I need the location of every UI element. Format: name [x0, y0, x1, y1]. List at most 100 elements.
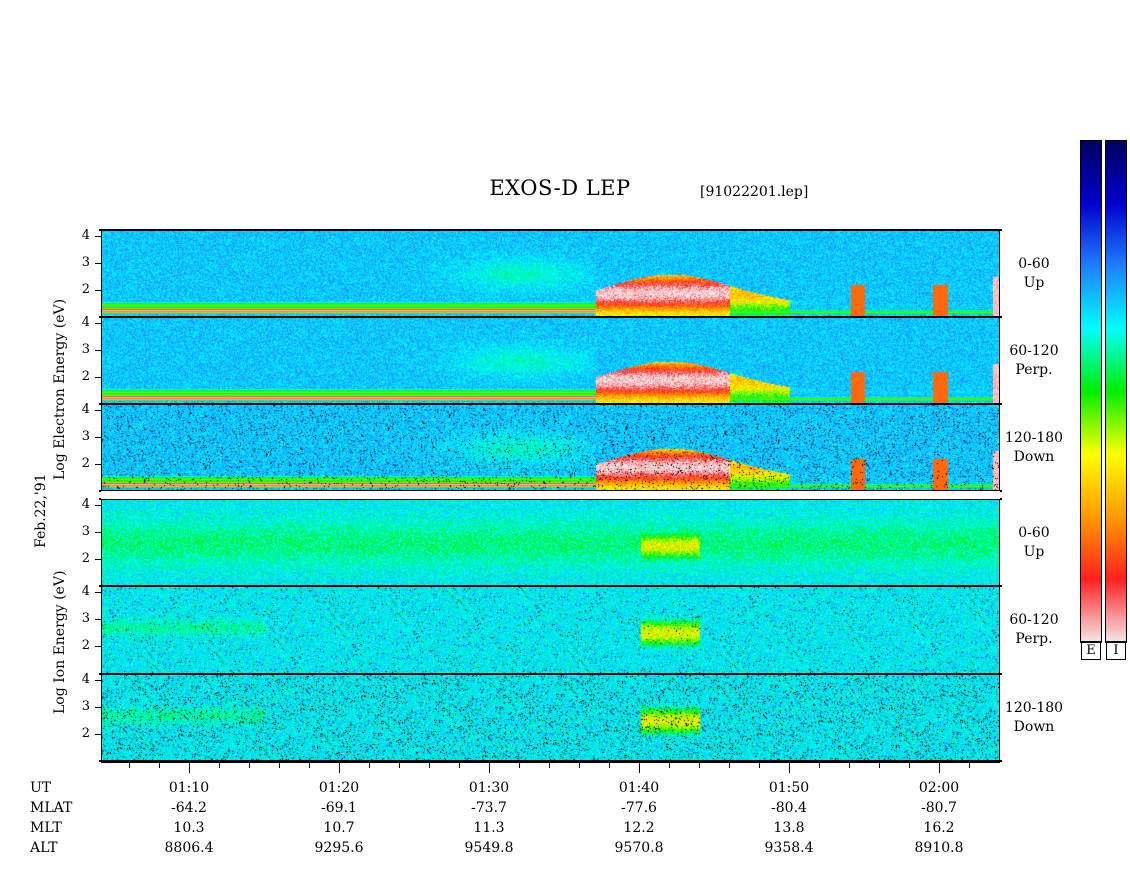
x-minor-tick — [219, 763, 220, 768]
spectrogram-image — [102, 318, 999, 404]
spectrogram-image — [102, 675, 999, 761]
y-tick-mark — [95, 619, 101, 621]
pitch-direction: Down — [1013, 449, 1055, 465]
pitch-angle-label: 0-60 Up — [1004, 524, 1064, 562]
spectrogram-panel — [101, 587, 1000, 673]
x-axis-mlat-value: -69.1 — [321, 800, 357, 816]
spectrogram-panel — [101, 405, 1000, 491]
x-axis-ut-value: 01:30 — [468, 780, 510, 796]
x-minor-tick — [159, 763, 160, 768]
pitch-range: 0-60 — [1018, 256, 1050, 272]
pitch-direction: Perp. — [1015, 631, 1053, 647]
panel-border — [99, 403, 1002, 405]
y-tick-mark — [95, 410, 101, 412]
y-tick-mark — [95, 592, 101, 594]
y-tick-label: 3 — [81, 342, 90, 358]
date-label: Feb.22,'91 — [33, 473, 49, 548]
x-minor-tick — [669, 763, 670, 768]
pitch-angle-label: 120-180 Down — [1004, 429, 1064, 467]
y-tick-mark — [95, 559, 101, 561]
y-tick-mark — [95, 464, 101, 466]
x-minor-tick — [699, 763, 700, 768]
pitch-range: 60-120 — [1009, 343, 1059, 359]
y-tick-mark — [95, 437, 101, 439]
x-axis-mlat-value: -77.6 — [621, 800, 657, 816]
x-axis-ut-value: 01:20 — [318, 780, 360, 796]
x-axis-mlat-value: -80.7 — [921, 800, 957, 816]
y-tick-label: 2 — [81, 726, 90, 742]
y-tick-label: 3 — [81, 699, 90, 715]
y-tick-mark — [95, 290, 101, 292]
file-name: [91022201.lep] — [700, 184, 809, 200]
pitch-range: 120-180 — [1004, 700, 1064, 716]
y-tick-label: 2 — [81, 551, 90, 567]
x-axis-mlt-value: 13.8 — [773, 820, 805, 836]
x-axis-alt-value: 9295.6 — [314, 840, 364, 856]
x-minor-tick — [609, 763, 610, 768]
pitch-angle-label: 0-60 Up — [1004, 255, 1064, 293]
x-minor-tick — [549, 763, 550, 768]
x-axis-mlt-value: 12.2 — [623, 820, 655, 836]
y-tick-label: 3 — [81, 255, 90, 271]
y-tick-mark — [95, 263, 101, 265]
x-minor-tick — [459, 763, 460, 768]
pitch-direction: Down — [1013, 719, 1055, 735]
x-minor-tick — [309, 763, 310, 768]
x-minor-tick — [579, 763, 580, 768]
pitch-angle-label: 60-120 Perp. — [1004, 342, 1064, 380]
panel-border — [99, 229, 1002, 231]
y-tick-mark — [95, 505, 101, 507]
pitch-range: 0-60 — [1018, 525, 1050, 541]
x-major-tick — [939, 763, 940, 773]
x-axis-mlt-value: 10.3 — [173, 820, 205, 836]
pitch-range: 120-180 — [1004, 430, 1064, 446]
y-tick-label: 4 — [81, 315, 90, 331]
x-axis-ut-value: 01:50 — [768, 780, 810, 796]
y-tick-label: 2 — [81, 456, 90, 472]
colorbar — [1105, 140, 1127, 643]
x-axis-ut-value: 01:10 — [168, 780, 210, 796]
y-tick-label: 4 — [81, 402, 90, 418]
x-minor-tick — [879, 763, 880, 768]
x-minor-tick — [729, 763, 730, 768]
colorbar-label: I — [1106, 641, 1126, 660]
x-axis-alt-value: 9570.8 — [614, 840, 664, 856]
panel-border — [99, 673, 1002, 675]
x-axis-mlt-value: 11.3 — [473, 820, 505, 836]
y-tick-label: 3 — [81, 611, 90, 627]
y-tick-label: 4 — [81, 497, 90, 513]
pitch-range: 60-120 — [1009, 612, 1059, 628]
panel-border — [99, 585, 1002, 587]
mlat-row-label: MLAT — [30, 800, 73, 816]
y-tick-mark — [95, 734, 101, 736]
x-minor-tick — [369, 763, 370, 768]
pitch-angle-label: 120-180 Down — [1004, 699, 1064, 737]
y-tick-mark — [95, 323, 101, 325]
alt-row-label: ALT — [30, 840, 58, 856]
x-major-tick — [189, 763, 190, 773]
x-axis-mlt-value: 16.2 — [923, 820, 955, 836]
x-minor-tick — [909, 763, 910, 768]
pitch-angle-label: 60-120 Perp. — [1004, 611, 1064, 649]
x-major-tick — [339, 763, 340, 773]
y-tick-mark — [95, 377, 101, 379]
x-major-tick — [789, 763, 790, 773]
y-tick-mark — [95, 646, 101, 648]
x-minor-tick — [429, 763, 430, 768]
y-tick-label: 3 — [81, 429, 90, 445]
x-minor-tick — [759, 763, 760, 768]
pitch-direction: Perp. — [1015, 362, 1053, 378]
y-tick-label: 2 — [81, 369, 90, 385]
spectrogram-image — [102, 405, 999, 491]
spectrogram-panel — [101, 500, 1000, 586]
x-axis-mlt-value: 10.7 — [323, 820, 355, 836]
x-minor-tick — [969, 763, 970, 768]
panel-border — [99, 316, 1002, 318]
x-axis-mlat-value: -73.7 — [471, 800, 507, 816]
spectrogram-image — [102, 500, 999, 586]
x-minor-tick — [819, 763, 820, 768]
ut-row-label: UT — [30, 780, 52, 796]
electron-y-axis-label: Log Electron Energy (eV) — [52, 298, 68, 480]
x-minor-tick — [519, 763, 520, 768]
x-axis-alt-value: 9358.4 — [764, 840, 814, 856]
